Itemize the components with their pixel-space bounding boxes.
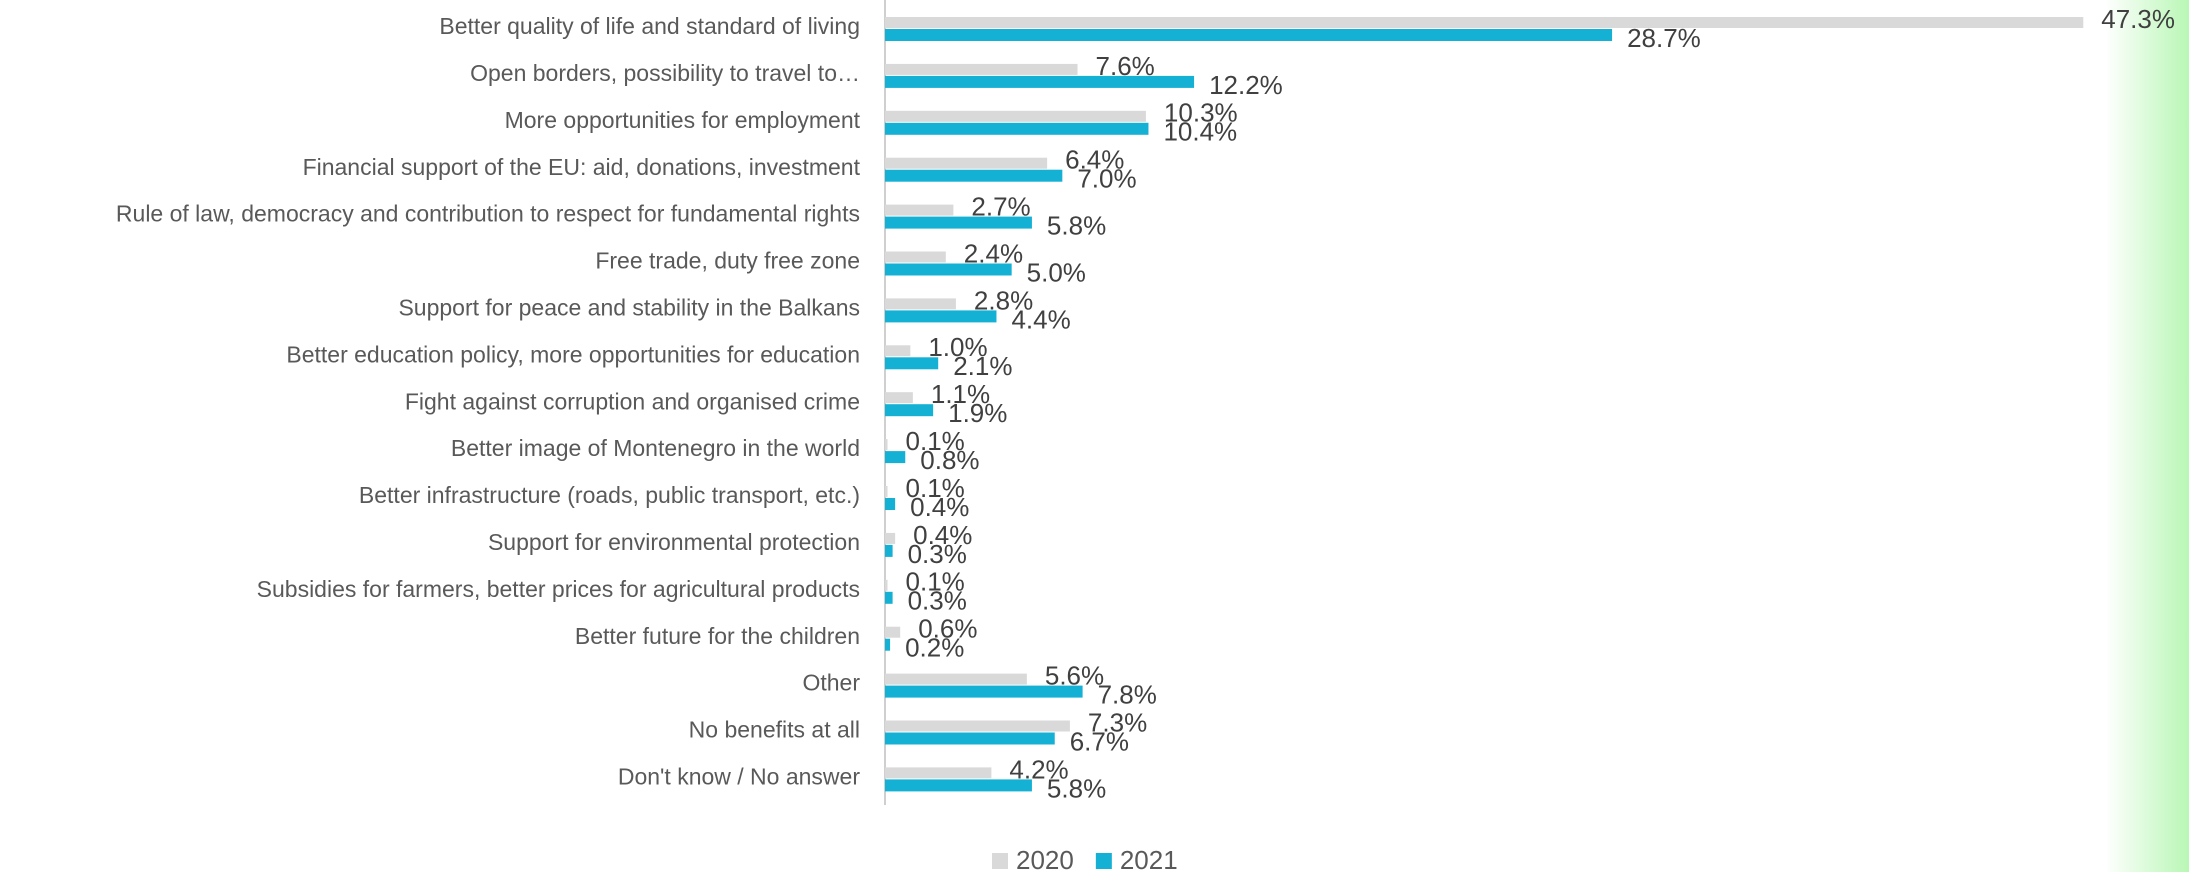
data-label: 12.2% [1209, 70, 1283, 100]
data-label: 2.8% [974, 285, 1033, 315]
category-label: Support for environmental protection [488, 529, 860, 555]
bar [885, 439, 888, 451]
category-label: Better future for the children [575, 623, 860, 649]
data-label: 0.2% [905, 633, 964, 663]
bar [885, 404, 934, 417]
category-label: Financial support of the EU: aid, donati… [303, 154, 861, 180]
bar [885, 310, 997, 323]
category-label: Free trade, duty free zone [595, 248, 860, 274]
data-label: 0.8% [920, 445, 979, 475]
category-label: Open borders, possibility to travel to… [470, 60, 860, 86]
bar [885, 451, 906, 464]
bar [885, 591, 893, 604]
category-label: Subsidies for farmers, better prices for… [257, 576, 860, 602]
bar [885, 779, 1032, 792]
bar [885, 486, 888, 497]
data-label: 10.3% [1164, 98, 1238, 128]
category-label: Other [802, 670, 860, 696]
data-label: 1.1% [931, 379, 990, 409]
category-label: More opportunities for employment [505, 107, 861, 133]
data-label: 2.1% [953, 351, 1012, 381]
data-label: 2.7% [971, 191, 1030, 221]
data-label: 6.4% [1065, 145, 1124, 175]
data-label: 5.8% [1047, 773, 1106, 803]
data-label: 28.7% [1627, 23, 1701, 53]
data-label: 7.3% [1088, 707, 1147, 737]
data-label: 0.1% [906, 473, 965, 503]
data-label: 7.8% [1098, 679, 1157, 709]
category-label: Better infrastructure (roads, public tra… [359, 482, 860, 508]
legend-swatch [1095, 853, 1112, 869]
bar [885, 75, 1195, 88]
bar [885, 298, 956, 310]
bar [885, 122, 1149, 135]
data-label: 5.8% [1047, 210, 1106, 240]
bar [885, 720, 1070, 732]
data-label: 0.4% [913, 520, 972, 550]
data-label: 1.0% [928, 332, 987, 362]
data-label: 10.4% [1163, 117, 1237, 147]
category-label: Fight against corruption and organised c… [405, 388, 860, 414]
legend-swatch [992, 853, 1008, 869]
data-label: 5.6% [1045, 660, 1104, 690]
data-label: 1.9% [948, 398, 1007, 428]
data-label: 4.4% [1011, 304, 1070, 334]
category-label: Better image of Montenegro in the world [451, 435, 860, 461]
data-label: 4.2% [1009, 754, 1068, 784]
data-label: 0.3% [908, 539, 967, 569]
data-label: 0.1% [906, 426, 965, 456]
bar [885, 579, 888, 591]
bar [885, 29, 1613, 41]
data-label: 0.4% [910, 492, 969, 522]
data-label: 7.6% [1096, 51, 1155, 81]
data-label: 7.0% [1077, 164, 1136, 194]
bar [885, 732, 1055, 745]
bar [885, 157, 1048, 169]
bar [885, 638, 891, 651]
bar [885, 544, 893, 557]
bar [885, 110, 1146, 122]
bar [885, 532, 896, 544]
legend-label: 2021 [1120, 845, 1178, 872]
data-label: 2.4% [964, 238, 1023, 268]
bar [885, 626, 901, 638]
bar [885, 169, 1063, 182]
category-label: Rule of law, democracy and contribution … [116, 201, 860, 227]
bar [885, 204, 954, 216]
data-label: 0.1% [906, 567, 965, 597]
data-label: 47.3% [2101, 4, 2175, 34]
data-label: 0.6% [918, 614, 977, 644]
category-label: Better education policy, more opportunit… [286, 341, 860, 367]
bar [885, 392, 913, 404]
bar [885, 767, 992, 779]
legend-label: 2020 [1016, 845, 1074, 872]
data-label: 5.0% [1027, 257, 1086, 287]
category-label: No benefits at all [689, 717, 860, 743]
bar [885, 63, 1078, 75]
bar [885, 251, 946, 263]
bar [885, 673, 1027, 685]
bar [885, 17, 2084, 28]
category-label: Better quality of life and standard of l… [439, 13, 860, 39]
bar [885, 263, 1012, 276]
bar [885, 345, 911, 357]
data-label: 6.7% [1070, 726, 1129, 756]
data-label: 0.3% [908, 586, 967, 616]
bar [885, 498, 896, 510]
bar [885, 357, 939, 370]
bar [885, 216, 1032, 229]
category-label: Don't know / No answer [618, 763, 861, 789]
category-label: Support for peace and stability in the B… [398, 294, 860, 320]
bar [885, 685, 1083, 698]
edge-gradient [2105, 0, 2189, 872]
